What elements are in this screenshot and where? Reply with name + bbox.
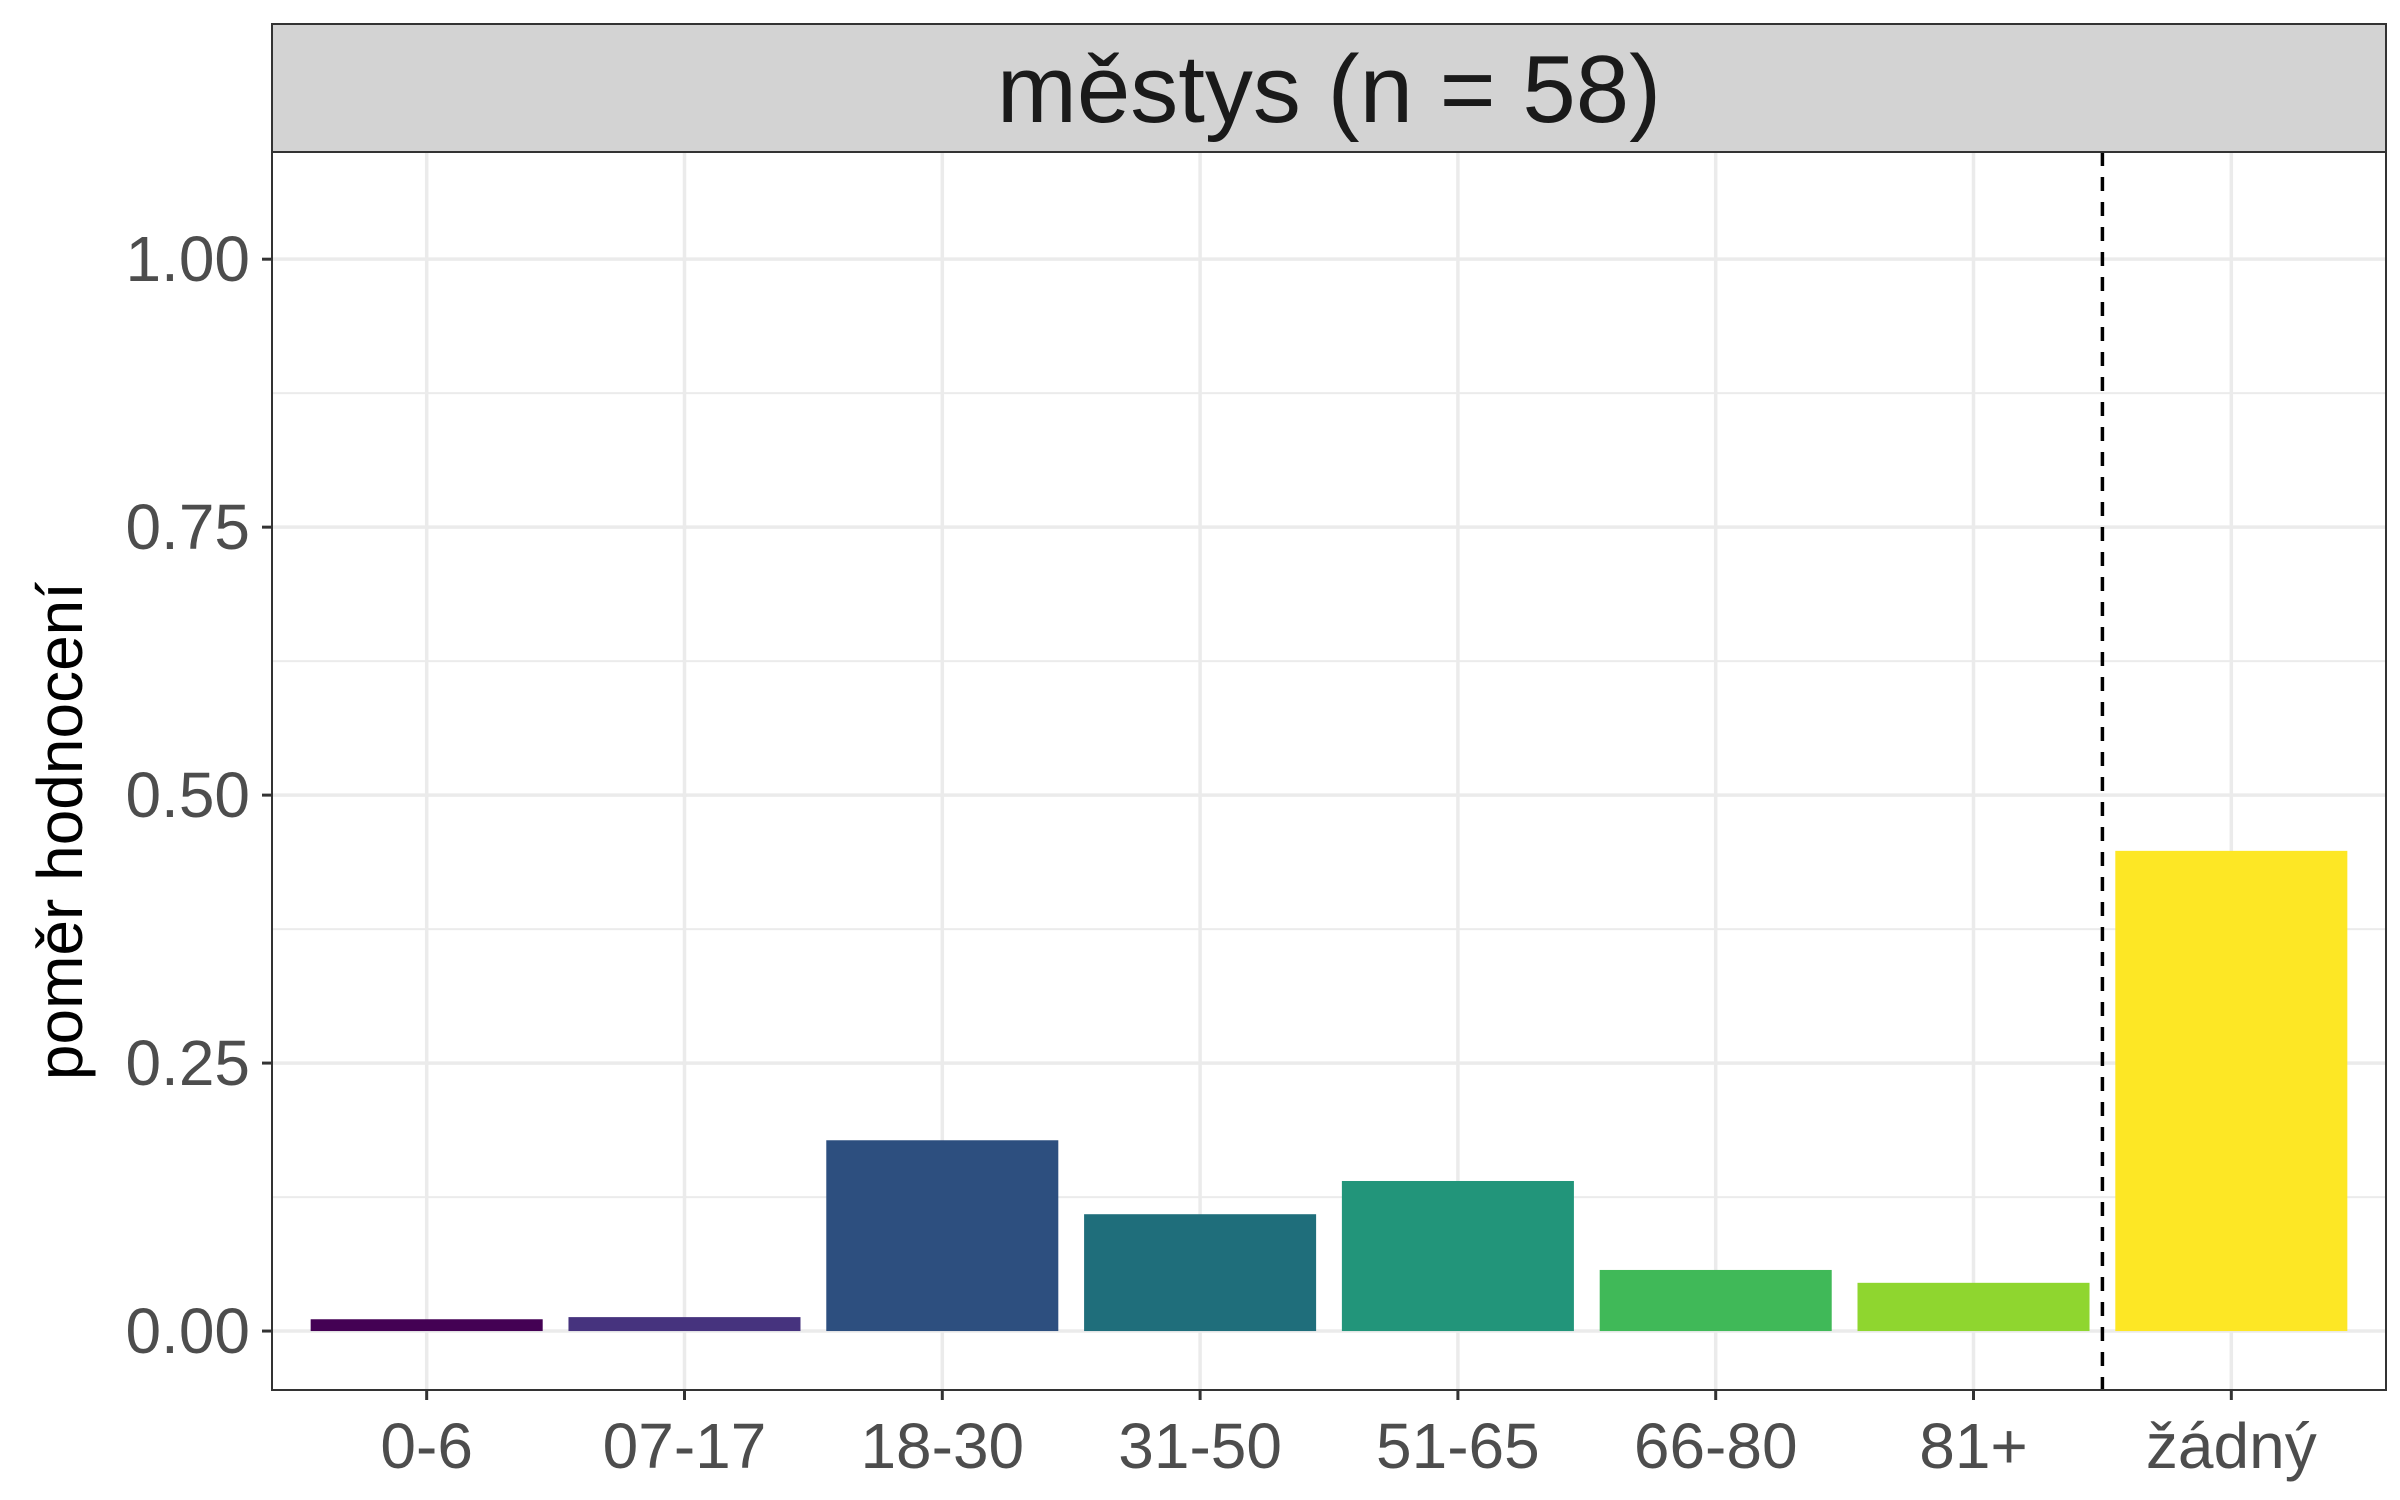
x-tick-label: 66-80 [1634, 1410, 1798, 1482]
bar-žádný [2115, 850, 2348, 1332]
y-tick-label: 0.50 [125, 759, 250, 831]
minor-gridlines [272, 392, 2386, 1199]
y-axis-title: poměr hodnocení [24, 582, 96, 1080]
facet-title: městys (n = 58) [997, 36, 1661, 143]
bar-81+ [1857, 1282, 2090, 1332]
bar-51-65 [1341, 1180, 1574, 1332]
x-tick-label: žádný [2146, 1410, 2317, 1482]
bars [310, 850, 2348, 1332]
y-tick-label: 0.75 [125, 491, 250, 563]
bar-31-50 [1084, 1214, 1317, 1332]
y-tick-label: 0.25 [125, 1027, 250, 1099]
x-tick-label: 81+ [1919, 1410, 2028, 1482]
x-tick-label: 18-30 [860, 1410, 1024, 1482]
y-tick-label: 1.00 [125, 223, 250, 295]
panel-border [271, 151, 2387, 1391]
y-tick-label: 0.00 [125, 1295, 250, 1367]
x-tick-label: 51-65 [1376, 1410, 1540, 1482]
bar-0-6 [310, 1319, 543, 1332]
facet-strip [271, 23, 2387, 153]
x-tick-label: 31-50 [1118, 1410, 1282, 1482]
major-gridlines [272, 152, 2386, 1390]
x-axis: 0-6 07-17 18-30 31-50 51-65 66-80 81+ žádný [380, 1390, 2317, 1482]
bar-66-80 [1599, 1269, 1832, 1332]
bar-18-30 [826, 1140, 1059, 1332]
y-axis: 0.00 0.25 0.50 0.75 1.00 [125, 223, 272, 1367]
x-tick-label: 0-6 [380, 1410, 473, 1482]
x-tick-label: 07-17 [603, 1410, 767, 1482]
bar-07-17 [568, 1317, 801, 1332]
